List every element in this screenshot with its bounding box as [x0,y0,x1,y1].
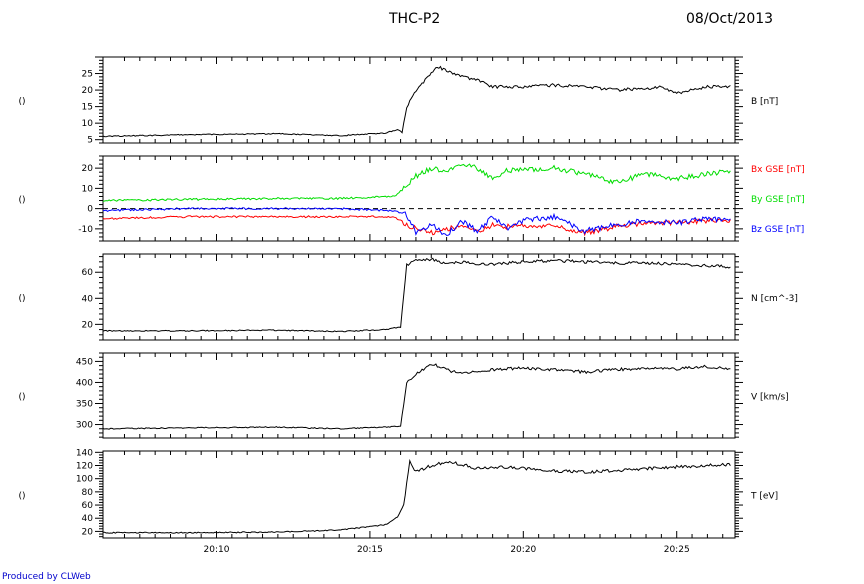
y-tick-label: 80 [82,488,94,498]
x-tick-label: 20:15 [357,545,383,555]
y-tick-label: 10 [82,119,94,129]
panel-frame [102,450,736,539]
panel-4: 300 350 400 450 () V [km/s] [18,352,789,439]
panel-1: 5 10 15 20 25 () B [nT] [18,56,778,146]
y-tick-label: 450 [76,357,93,367]
panel-5: 20 40 60 80 100 120 140 () T [eV] [18,448,778,539]
series-label: Bz GSE [nT] [751,225,804,235]
panel-3: 20 40 60 () N [cm^-3] [18,253,798,341]
panel-frame [102,155,736,242]
series-label: V [km/s] [751,393,789,403]
y-tick-label: 350 [76,399,93,409]
y-tick-label: 100 [76,475,93,485]
y-tick-label: 140 [76,448,93,458]
series-line-b [102,65,731,138]
chart-date: 08/Oct/2013 [686,11,774,27]
y-tick-label: 60 [82,268,94,278]
x-tick-label: 20:20 [510,545,536,555]
series-label: N [cm^-3] [751,294,798,304]
y-tick-label: 25 [82,70,93,80]
y-tick-label: 20 [82,320,94,330]
y-tick-label: 15 [82,103,93,113]
y-tick-label: 400 [76,378,93,388]
series-label: Bx GSE [nT] [751,165,805,175]
series-label: T [eV] [750,492,778,502]
y-tick-label: 40 [82,294,94,304]
series-line-t [103,458,731,534]
y-tick-label: 300 [76,421,93,431]
series-line-by [102,163,731,202]
y-tick-label: 0 [87,205,93,215]
panel-frame [102,253,736,341]
y-tick-label: 60 [82,501,94,511]
x-tick-label: 20:10 [204,545,230,555]
y-tick-label: 5 [87,136,93,146]
panel-frame [102,352,736,439]
series-label: By GSE [nT] [751,195,805,205]
y-tick-label: 20 [82,164,94,174]
y-unit-label: () [18,97,25,107]
y-tick-label: 20 [82,527,94,537]
panel-2: -10 0 10 20 () Bx GSE [nT] By GSE [nT] Bz GSE [… [18,155,805,242]
series-label: B [nT] [751,97,778,107]
y-tick-label: 120 [76,462,93,472]
y-tick-label: 40 [82,514,94,524]
series-line-bz [102,207,731,236]
y-unit-label: () [18,393,25,403]
series-line-n [102,257,731,333]
y-tick-label: 10 [82,184,94,194]
y-unit-label: () [18,294,25,304]
produced-by-credit: Produced by CLWeb [2,572,91,582]
y-unit-label: () [18,492,25,502]
series-line-v [102,363,731,430]
panel-frame [102,56,736,144]
x-tick-label: 20:25 [664,545,690,555]
chart-title: THC-P2 [389,11,441,27]
series-line-bx [102,215,731,237]
y-unit-label: () [18,196,25,206]
y-tick-label: -10 [78,225,93,235]
y-tick-label: 20 [82,86,94,96]
